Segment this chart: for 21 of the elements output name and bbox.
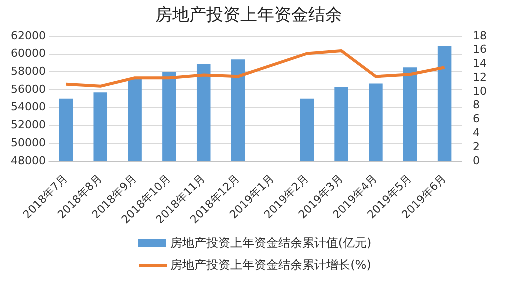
- y-tick-label: 52000: [10, 118, 46, 132]
- y-tick-label: 62000: [10, 29, 46, 42]
- y2-tick-label: 0: [473, 154, 480, 168]
- y2-tick-label: 16: [473, 43, 488, 56]
- legend-label: 房地产投资上年资金结余累计值(亿元): [170, 234, 372, 252]
- y-tick-label: 58000: [10, 64, 46, 78]
- chart-title: 房地产投资上年资金结余: [156, 6, 342, 26]
- y2-tick-label: 12: [473, 70, 488, 84]
- y2-tick-label: 6: [473, 112, 480, 126]
- y2-tick-label: 14: [473, 57, 488, 70]
- y-tick-label: 50000: [10, 136, 46, 150]
- y-tick-label: 60000: [10, 47, 46, 60]
- y-tick-label: 56000: [10, 82, 46, 96]
- y-tick-label: 54000: [10, 100, 46, 114]
- y2-tick-label: 8: [473, 98, 480, 112]
- y2-tick-label: 10: [473, 84, 488, 98]
- y-tick-label: 48000: [10, 154, 46, 168]
- legend-label: 房地产投资上年资金结余累计增长(%): [170, 256, 372, 274]
- y2-tick-label: 2: [473, 140, 480, 154]
- y2-tick-label: 4: [473, 126, 480, 140]
- y2-tick-label: 18: [473, 29, 488, 42]
